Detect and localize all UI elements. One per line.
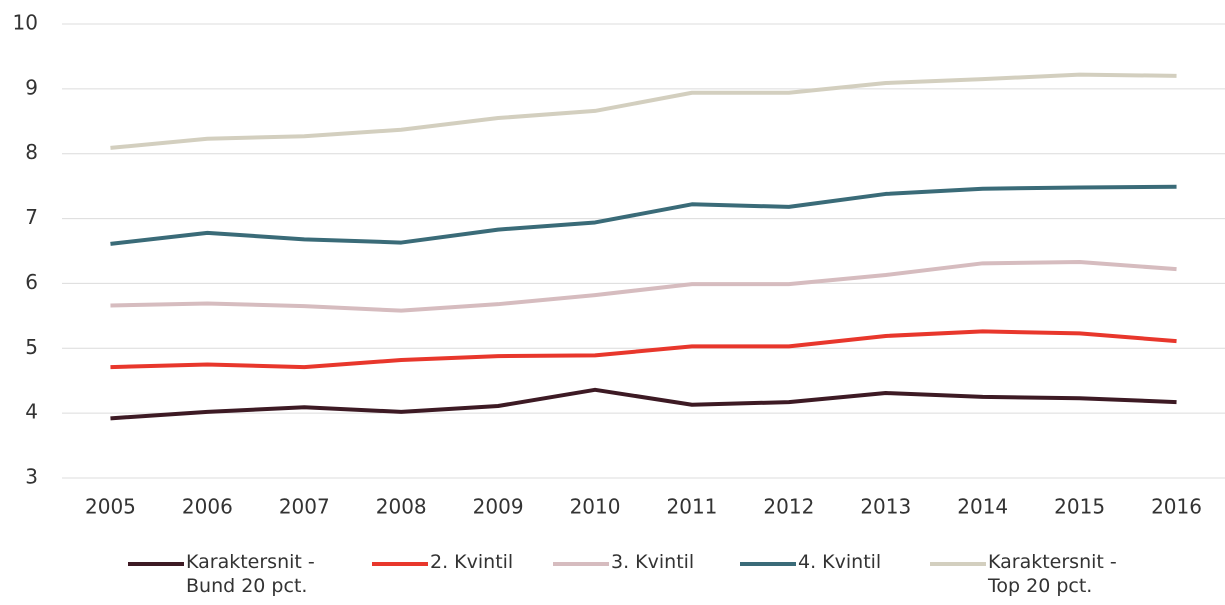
legend-item: 3. Kvintil	[553, 550, 694, 574]
legend-label: 3. Kvintil	[611, 551, 695, 573]
legend-label: Karaktersnit - Bund 20 pct.	[186, 551, 315, 597]
x-tick-label: 2007	[279, 495, 330, 519]
x-tick-label: 2011	[667, 495, 718, 519]
legend-swatch	[372, 562, 428, 566]
y-tick-label: 4	[25, 400, 38, 424]
series-line	[110, 260, 1177, 313]
y-tick-label: 5	[25, 335, 38, 359]
y-tick-label: 9	[25, 75, 38, 99]
x-tick-label: 2006	[182, 495, 233, 519]
y-tick-label: 8	[25, 140, 38, 164]
y-tick-label: 7	[25, 205, 38, 229]
chart: 3 4 5 6 7 8 9 10 2005 2006 2007 2008 2009 2010 2011 201…	[13, 11, 1225, 519]
legend-swatch	[128, 562, 184, 566]
legend-label: Karaktersnit - Top 20 pct.	[988, 551, 1117, 597]
legend-swatch	[930, 562, 986, 566]
x-tick-label: 2014	[957, 495, 1008, 519]
legend-swatch	[740, 562, 796, 566]
y-tick-label: 6	[25, 270, 38, 294]
x-tick-label: 2009	[473, 495, 524, 519]
series-line	[110, 72, 1177, 150]
legend-item: Karaktersnit - Top 20 pct.	[930, 550, 1138, 598]
y-tick-label: 10	[13, 11, 38, 35]
legend-swatch	[553, 562, 609, 566]
x-tick-label: 2013	[860, 495, 911, 519]
series-line	[110, 184, 1177, 246]
legend-item: Karaktersnit - Bund 20 pct.	[128, 550, 336, 598]
legend-label: 2. Kvintil	[430, 551, 514, 573]
series-line	[110, 329, 1177, 370]
legend-item: 4. Kvintil	[740, 550, 881, 574]
x-tick-label: 2010	[570, 495, 621, 519]
series-line	[110, 387, 1177, 421]
x-tick-label: 2016	[1151, 495, 1202, 519]
x-tick-label: 2015	[1054, 495, 1105, 519]
x-tick-label: 2005	[85, 495, 136, 519]
x-tick-label: 2012	[763, 495, 814, 519]
legend-label: 4. Kvintil	[798, 551, 882, 573]
legend-item: 2. Kvintil	[372, 550, 513, 574]
x-tick-label: 2008	[376, 495, 427, 519]
y-tick-label: 3	[25, 465, 38, 489]
